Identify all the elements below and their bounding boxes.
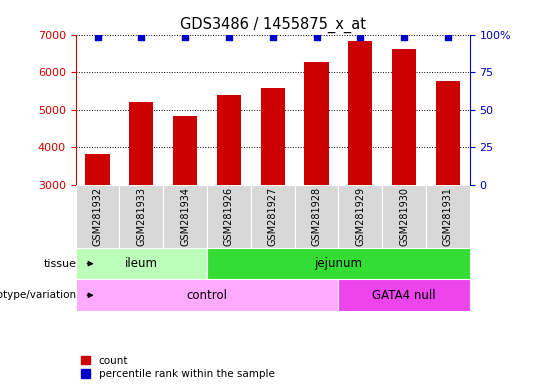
Bar xyxy=(173,116,197,185)
Text: control: control xyxy=(186,289,227,302)
Bar xyxy=(339,280,470,311)
Point xyxy=(268,34,277,40)
Bar xyxy=(382,185,426,248)
Text: GSM281934: GSM281934 xyxy=(180,187,190,246)
Text: GATA4 null: GATA4 null xyxy=(372,289,436,302)
Text: genotype/variation: genotype/variation xyxy=(0,290,77,300)
Text: jejunum: jejunum xyxy=(314,257,362,270)
Point xyxy=(356,34,364,40)
Text: GSM281933: GSM281933 xyxy=(136,187,146,246)
Bar xyxy=(207,248,470,280)
Bar xyxy=(348,41,373,185)
Point xyxy=(137,34,146,40)
Bar xyxy=(76,185,119,248)
Bar xyxy=(436,81,460,185)
Text: ileum: ileum xyxy=(125,257,158,270)
Bar xyxy=(119,185,163,248)
Bar xyxy=(426,185,470,248)
Bar xyxy=(251,185,295,248)
Text: GSM281927: GSM281927 xyxy=(268,187,278,247)
Bar xyxy=(339,185,382,248)
Point xyxy=(225,34,233,40)
Legend: count, percentile rank within the sample: count, percentile rank within the sample xyxy=(81,356,274,379)
Bar xyxy=(85,154,110,185)
Text: GSM281932: GSM281932 xyxy=(92,187,103,246)
Point xyxy=(400,34,408,40)
Bar xyxy=(305,61,328,185)
Bar xyxy=(129,102,153,185)
Point xyxy=(312,34,321,40)
Point xyxy=(181,34,190,40)
Bar xyxy=(163,185,207,248)
Bar xyxy=(76,248,207,280)
Bar xyxy=(76,280,339,311)
Text: GSM281931: GSM281931 xyxy=(443,187,453,246)
Point xyxy=(443,34,452,40)
Bar xyxy=(217,94,241,185)
Point xyxy=(93,34,102,40)
Bar xyxy=(392,49,416,185)
Text: tissue: tissue xyxy=(44,259,77,269)
Title: GDS3486 / 1455875_x_at: GDS3486 / 1455875_x_at xyxy=(180,17,366,33)
Text: GSM281926: GSM281926 xyxy=(224,187,234,246)
Bar xyxy=(295,185,339,248)
Text: GSM281930: GSM281930 xyxy=(399,187,409,246)
Text: GSM281929: GSM281929 xyxy=(355,187,365,246)
Bar xyxy=(207,185,251,248)
Bar xyxy=(261,88,285,185)
Text: GSM281928: GSM281928 xyxy=(312,187,321,246)
